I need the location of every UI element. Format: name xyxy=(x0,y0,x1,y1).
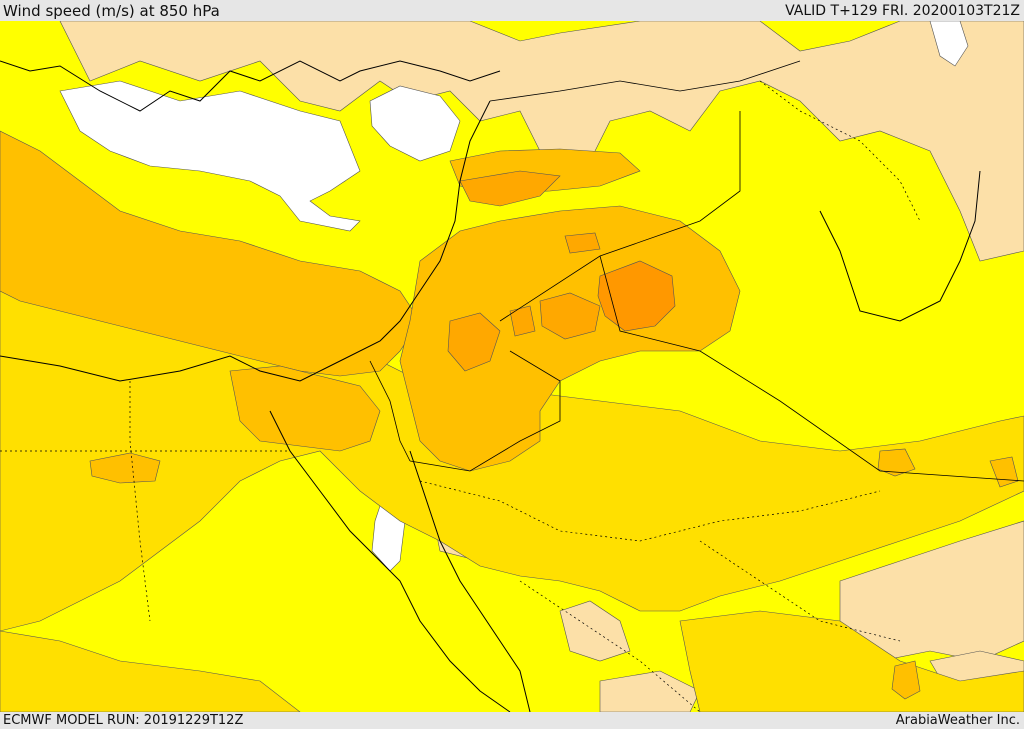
moderate-wind-region xyxy=(679,610,1024,712)
border xyxy=(499,111,741,322)
credit-label: ArabiaWeather Inc. xyxy=(895,713,1020,728)
border xyxy=(489,60,801,102)
map-title: Wind speed (m/s) at 850 hPa xyxy=(3,2,220,20)
weak-wind-region xyxy=(59,21,1024,262)
model-run-label: ECMWF MODEL RUN: 20191229T12Z xyxy=(3,713,244,728)
wind-speed-map[interactable] xyxy=(0,21,1024,712)
strong-wind-region xyxy=(0,130,421,377)
dotted-border xyxy=(519,580,701,712)
strong-wind-region xyxy=(229,365,381,452)
calm-region xyxy=(59,80,361,232)
dotted-border xyxy=(699,540,901,642)
coastline xyxy=(409,450,531,712)
footer-bar: ECMWF MODEL RUN: 20191229T12Z ArabiaWeat… xyxy=(0,712,1024,729)
very-strong-wind-region xyxy=(459,170,561,207)
header-bar: Wind speed (m/s) at 850 hPa VALID T+129 … xyxy=(0,0,1024,21)
border xyxy=(599,255,1024,482)
very-strong-wind-region xyxy=(539,292,601,340)
very-strong-wind-region xyxy=(447,312,501,372)
peak-wind-region xyxy=(597,260,676,332)
very-strong-wind-region xyxy=(564,232,601,254)
border xyxy=(369,360,411,462)
weak-wind-region xyxy=(599,670,701,712)
coastline xyxy=(0,60,501,112)
coastline xyxy=(819,170,981,322)
strong-wind-region xyxy=(89,452,161,484)
dotted-border xyxy=(129,381,151,622)
valid-time: VALID T+129 FRI. 20200103T21Z xyxy=(785,3,1020,19)
strong-wind-region xyxy=(989,456,1019,488)
calm-region xyxy=(369,85,461,162)
coastline xyxy=(269,410,511,712)
moderate-wind-region xyxy=(0,630,301,712)
dotted-border xyxy=(419,480,881,542)
coastline xyxy=(0,100,491,382)
map-canvas xyxy=(0,21,1024,712)
calm-region xyxy=(929,21,969,67)
strong-wind-region xyxy=(891,660,921,700)
very-strong-wind-region xyxy=(509,305,536,337)
border xyxy=(409,350,561,472)
